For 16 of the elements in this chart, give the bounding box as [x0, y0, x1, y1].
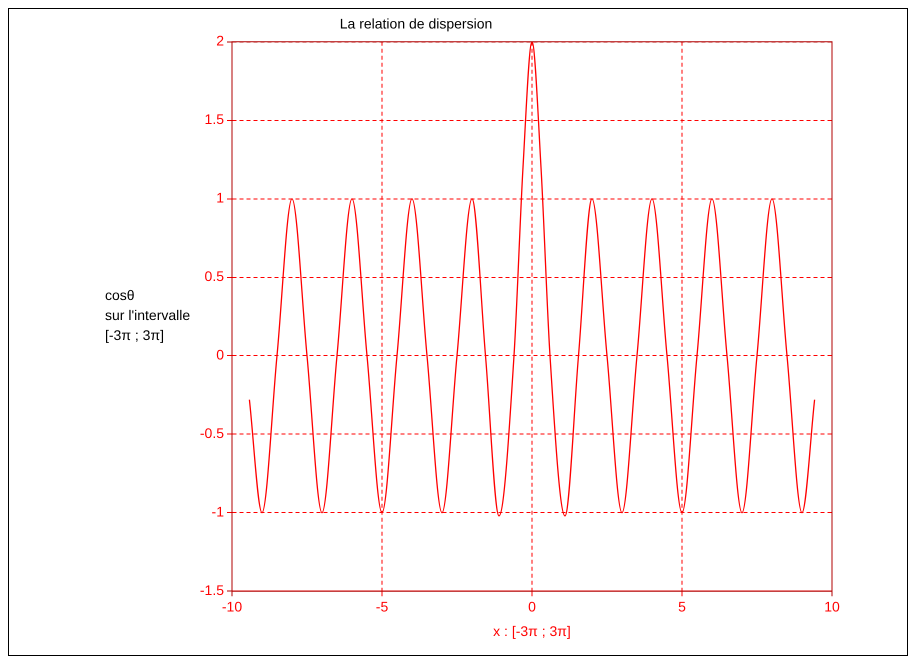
y-tick-label: 0: [216, 346, 224, 363]
y-tick-label: 1.5: [204, 111, 224, 128]
y-tick-label: -0.5: [200, 425, 224, 442]
x-tick-label: -10: [222, 598, 242, 614]
x-tick-label: 10: [824, 598, 840, 614]
y-tick-label: -1.5: [200, 582, 224, 598]
y-tick-label: 0.5: [204, 268, 224, 284]
y-tick-label: 2: [216, 32, 224, 49]
chart-title: La relation de dispersion: [340, 15, 492, 32]
y-tick-label: 1: [216, 190, 224, 206]
y-axis-title: cosθ sur l'intervalle [-3π ; 3π]: [105, 286, 190, 345]
y-tick-label: -1: [212, 504, 224, 520]
x-tick-label: 5: [678, 598, 686, 614]
x-tick-label: -5: [376, 598, 388, 614]
x-axis-title: x : [-3π ; 3π]: [492, 623, 572, 639]
x-tick-label: 0: [528, 598, 536, 614]
